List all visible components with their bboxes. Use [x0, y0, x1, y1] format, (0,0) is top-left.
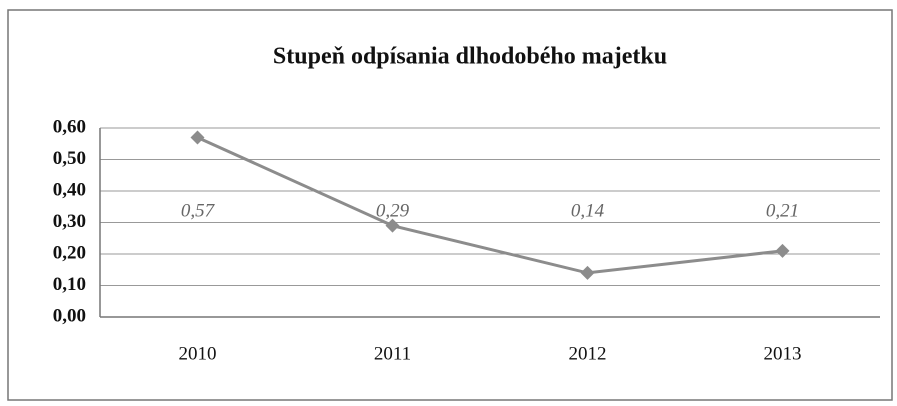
marker: [775, 243, 790, 258]
x-tick-label: 2010: [179, 343, 217, 364]
data-label: 0,14: [571, 200, 605, 221]
chart-title: Stupeň odpísania dlhodobého majetku: [273, 44, 667, 70]
chart-border: [7, 9, 893, 401]
marker: [385, 218, 400, 233]
x-tick-label: 2013: [764, 343, 802, 364]
marker: [580, 265, 595, 280]
x-tick-label: 2012: [569, 343, 607, 364]
line: [196, 136, 783, 275]
data-label: 0,29: [376, 200, 410, 221]
x-tick-label: 2011: [374, 343, 411, 364]
marker: [190, 130, 205, 145]
y-tick-label: 0,10: [53, 274, 86, 295]
y-tick-label: 0,40: [53, 179, 86, 200]
data-label: 0,21: [766, 200, 799, 221]
y-tick-label: 0,20: [53, 242, 86, 263]
y-tick-label: 0,50: [53, 148, 86, 169]
data-label: 0,57: [181, 200, 216, 221]
y-tick-label: 0,30: [53, 211, 86, 232]
y-tick-label: 0,60: [53, 116, 86, 137]
y-tick-label: 0,00: [53, 305, 86, 326]
